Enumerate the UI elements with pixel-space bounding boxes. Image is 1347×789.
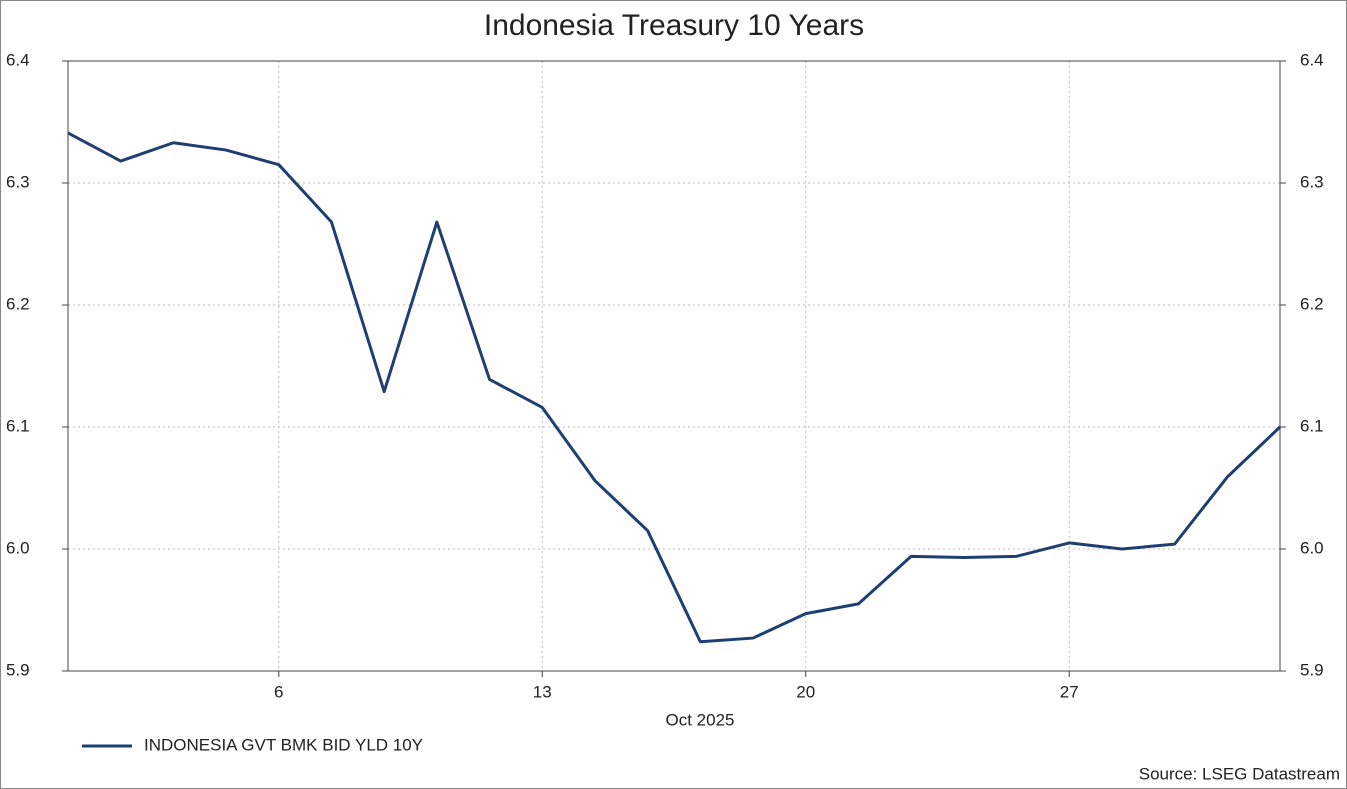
plot-area <box>67 60 1281 672</box>
y-tick-label: 6.2 <box>6 294 30 313</box>
x-tick-label: 27 <box>1060 682 1079 701</box>
y-tick-label: 6.1 <box>6 416 30 435</box>
y2-tick-label: 6.3 <box>1300 172 1324 191</box>
y-tick-label: 6.4 <box>6 50 30 69</box>
y-tick-label: 6.0 <box>6 538 30 557</box>
y2-tick-label: 6.4 <box>1300 50 1324 69</box>
chart-title: Indonesia Treasury 10 Years <box>484 9 864 42</box>
y-tick-label: 5.9 <box>6 660 30 679</box>
y2-tick-label: 6.0 <box>1300 538 1324 557</box>
y2-tick-label: 6.2 <box>1300 294 1324 313</box>
legend-label: INDONESIA GVT BMK BID YLD 10Y <box>144 735 423 754</box>
source: Source: LSEG Datastream <box>1139 764 1340 783</box>
x-tick-label: 20 <box>796 682 815 701</box>
y2-tick-label: 6.1 <box>1300 416 1324 435</box>
series-line <box>67 131 1282 644</box>
y-tick-label: 6.3 <box>6 172 30 191</box>
x-axis-label: Oct 2025 <box>666 710 735 729</box>
x-tick-label: 6 <box>274 682 283 701</box>
x-tick-label: 13 <box>533 682 552 701</box>
y2-tick-label: 5.9 <box>1300 660 1324 679</box>
